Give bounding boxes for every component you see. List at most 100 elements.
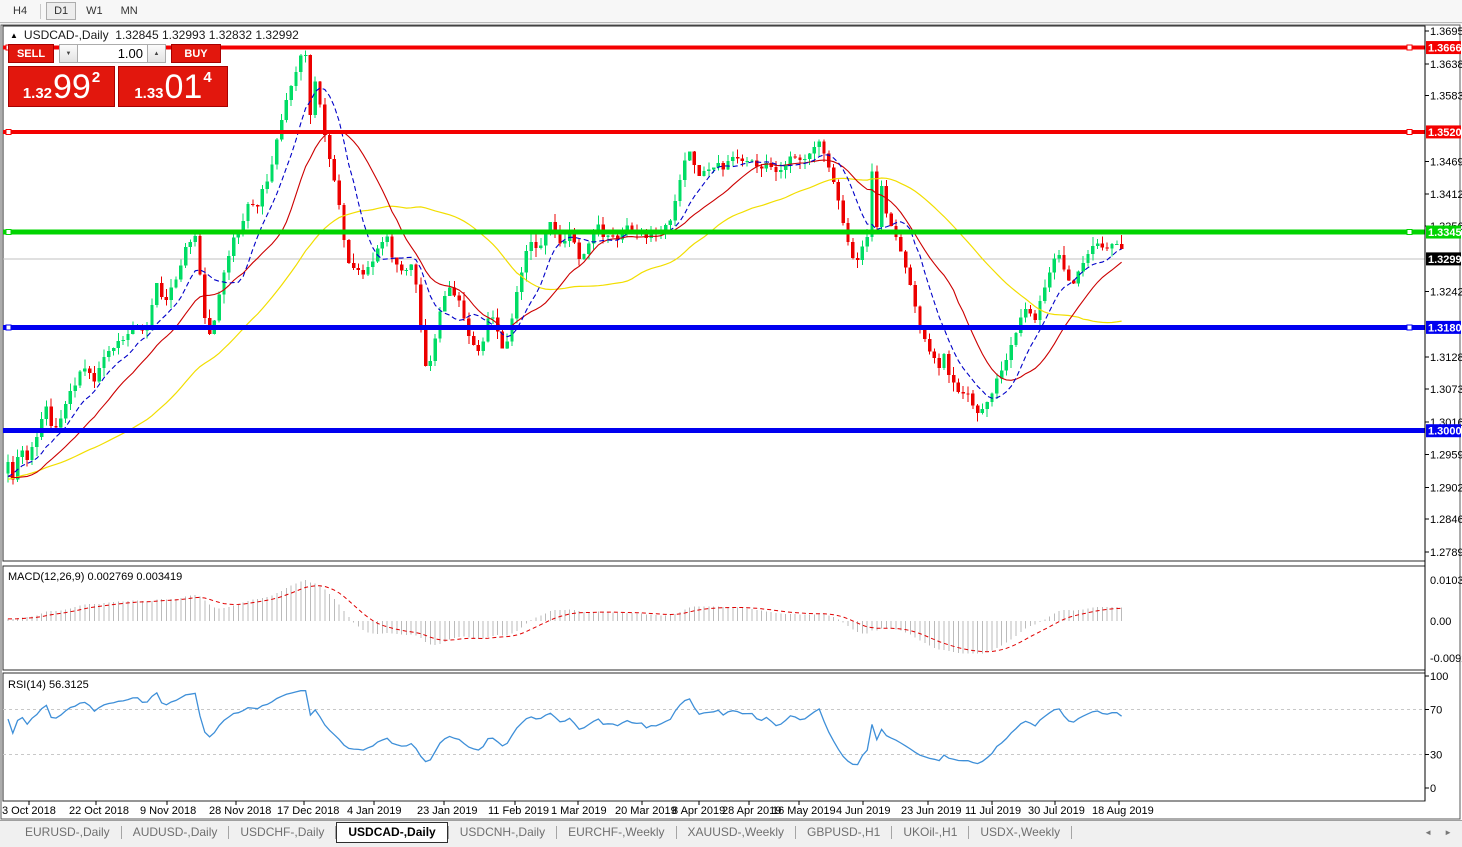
volume-increase-button[interactable]: ▲ — [147, 44, 166, 63]
toolbar-separator — [40, 3, 42, 19]
tab-scroll-left-icon[interactable]: ◄ — [1424, 828, 1433, 837]
window-border — [0, 24, 1461, 820]
tab-usdcad-daily[interactable]: USDCAD-,Daily — [336, 822, 448, 843]
date-label: 17 Dec 2018 — [277, 805, 339, 817]
tab-scroll-right-icon[interactable]: ► — [1444, 828, 1452, 837]
symbol-title: USDCAD-,Daily 1.32845 1.32993 1.32832 1.… — [23, 28, 299, 42]
volume-decrease-button[interactable]: ▼ — [59, 44, 78, 63]
level-lines[interactable] — [3, 44, 1425, 434]
macd-scale-label: 0.00 — [1430, 616, 1451, 628]
price-badge — [1426, 41, 1461, 55]
ohlc-readout: 1.32845 1.32993 1.32832 1.32992 — [115, 28, 299, 42]
timeframe-h4[interactable]: H4 — [13, 5, 28, 17]
tab-separator — [675, 826, 677, 839]
price-tick-label: 1.32425 — [1430, 287, 1462, 299]
tab-separator — [335, 826, 337, 839]
line-handle[interactable] — [1406, 128, 1413, 135]
timeframe-toolbar: H4 D1 W1 MN — [0, 0, 1462, 23]
price-badge-label: 1.35200 — [1428, 127, 1462, 139]
timeframe-mn[interactable]: MN — [120, 5, 138, 17]
line-handle[interactable] — [5, 229, 12, 236]
tab-separator — [120, 826, 122, 839]
price-tick-label: 1.30730 — [1430, 384, 1462, 396]
tab-separator — [968, 826, 970, 839]
macd-scale-label: 0.010311 — [1430, 575, 1462, 587]
rsi-pane — [2, 672, 1426, 802]
buy-button[interactable]: BUY — [171, 44, 221, 63]
price-badge-label: 1.33459 — [1428, 227, 1462, 239]
line-handle[interactable] — [5, 324, 12, 331]
macd-label: MACD(12,26,9) 0.002769 0.003419 — [8, 571, 182, 583]
date-label: 11 Feb 2019 — [488, 805, 549, 817]
rsi-scale-label: 70 — [1430, 705, 1442, 717]
date-label: 18 Aug 2019 — [1092, 805, 1154, 817]
chevron-down-icon: ▼ — [65, 50, 72, 57]
tab-audusd-daily[interactable]: AUDUSD-,Daily — [132, 825, 218, 839]
price-tick-label: 1.31285 — [1430, 352, 1462, 364]
date-label: 23 Jan 2019 — [417, 805, 478, 817]
collapse-panel-icon[interactable]: ▲ — [10, 30, 18, 40]
rsi-scale-label: 30 — [1430, 749, 1442, 761]
tab-eurusd-daily[interactable]: EURUSD-,Daily — [25, 825, 110, 839]
tab-separator — [556, 826, 558, 839]
ma-slow-line — [7, 177, 1122, 480]
price-tick-label: 1.29020 — [1430, 482, 1462, 494]
timeframe-w1[interactable]: W1 — [86, 5, 103, 17]
macd-scale-label: -0.009203 — [1430, 653, 1462, 665]
tab-usdchf-daily[interactable]: USDCHF-,Daily — [240, 825, 325, 839]
date-label: 11 Jul 2019 — [965, 805, 1021, 817]
price-tick-label: 1.29590 — [1430, 450, 1462, 462]
price-axis[interactable]: 1.369551.363851.358301.346901.341201.335… — [1424, 26, 1462, 801]
price-tick-label: 1.36385 — [1430, 59, 1462, 71]
volume-input[interactable]: 1.00 — [78, 44, 147, 63]
line-handle[interactable] — [5, 128, 12, 135]
tab-eurchf-weekly[interactable]: EURCHF-,Weekly — [568, 825, 665, 839]
ma-mid-line — [7, 130, 1122, 479]
timeframe-d1[interactable]: D1 — [46, 2, 77, 20]
sell-price-display: 1.32 99 2 — [8, 66, 115, 107]
price-badge — [1426, 125, 1461, 139]
sell-button[interactable]: SELL — [8, 44, 54, 63]
price-pane — [2, 25, 1426, 562]
tab-xauusd-weekly[interactable]: XAUUSD-,Weekly — [687, 825, 784, 839]
date-label: 23 Jun 2019 — [901, 805, 962, 817]
rsi-label: RSI(14) 56.3125 — [8, 679, 89, 691]
macd-histogram — [7, 580, 1123, 654]
line-handle[interactable] — [1406, 324, 1413, 331]
tab-scroll-arrows: ◄ ► — [1424, 822, 1462, 837]
tab-usdx-weekly[interactable]: USDX-,Weekly — [980, 825, 1061, 839]
rsi-scale-label: 0 — [1430, 783, 1436, 795]
time-axis[interactable]: 3 Oct 2018 22 Oct 2018 9 Nov 2018 28 Nov 20… — [2, 801, 1154, 817]
date-label: 30 Jul 2019 — [1028, 805, 1085, 817]
ma-fast-line — [7, 87, 1122, 478]
tab-gbpusd-h1[interactable]: GBPUSD-,H1 — [807, 825, 881, 839]
tab-separator — [795, 826, 796, 839]
tab-usdcnh-daily[interactable]: USDCNH-,Daily — [459, 825, 546, 839]
one-click-trading-panel: SELL ▼ 1.00 ▲ BUY 1.32 99 2 1.33 01 4 — [8, 44, 228, 107]
price-tick-label: 1.34690 — [1430, 156, 1462, 168]
line-handle[interactable] — [1406, 229, 1413, 236]
chart-canvas[interactable]: 1.369551.363851.358301.346901.341201.335… — [0, 24, 1462, 820]
price-tick-label: 1.27895 — [1430, 547, 1462, 559]
tab-separator — [447, 826, 449, 839]
price-badge-label: 1.30004 — [1428, 426, 1462, 438]
price-tick-label: 1.28465 — [1430, 514, 1462, 526]
date-label: 28 Nov 2018 — [209, 805, 271, 817]
tab-separator — [1071, 826, 1073, 839]
tab-ukoil-h1[interactable]: UKOil-,H1 — [903, 825, 958, 839]
date-label: 28 Apr 2019 — [722, 805, 781, 817]
tab-separator — [891, 826, 893, 839]
date-label: 9 Nov 2018 — [140, 805, 196, 817]
date-label: 8 Apr 2019 — [672, 805, 725, 817]
line-handle[interactable] — [1406, 44, 1413, 51]
date-label: 4 Jan 2019 — [347, 805, 401, 817]
rsi-scale-label: 100 — [1430, 671, 1448, 683]
rsi-line — [7, 689, 1122, 766]
date-label: 1 Mar 2019 — [551, 805, 607, 817]
price-badge — [1426, 424, 1461, 438]
tab-separator — [228, 826, 230, 839]
date-label: 4 Jun 2019 — [836, 805, 890, 817]
chart-window[interactable]: 1.369551.363851.358301.346901.341201.335… — [0, 24, 1462, 820]
chart-title: ▲ USDCAD-,Daily 1.32845 1.32993 1.32832 … — [10, 28, 299, 42]
